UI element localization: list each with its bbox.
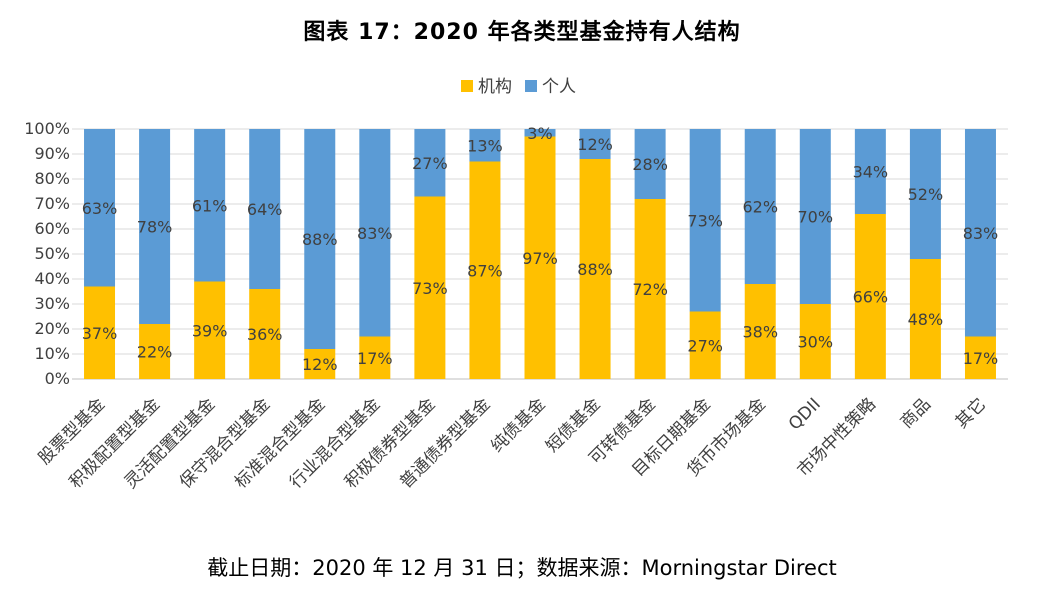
data-label: 27% — [687, 336, 723, 355]
data-label: 3% — [527, 124, 552, 143]
y-tick-label: 10% — [34, 344, 70, 363]
data-label: 61% — [192, 196, 228, 215]
y-tick-label: 100% — [24, 119, 70, 138]
bar-segment-institution — [84, 286, 116, 379]
x-category-label: 其它 — [952, 394, 990, 432]
y-tick-label: 80% — [34, 169, 70, 188]
bar-segment-individual — [359, 129, 391, 337]
y-tick-label: 50% — [34, 244, 70, 263]
legend-label: 机构 — [478, 77, 512, 97]
bar-segment-individual — [139, 129, 171, 324]
data-label: 30% — [798, 333, 834, 352]
data-label: 87% — [467, 261, 503, 280]
bar-segment-institution — [139, 324, 171, 379]
legend-label: 个人 — [542, 77, 576, 97]
bar-segment-institution — [964, 336, 996, 379]
data-label: 28% — [632, 155, 668, 174]
bar-segment-institution — [359, 336, 391, 379]
bar-segment-institution — [304, 349, 336, 379]
bar-segment-institution — [744, 284, 776, 379]
data-labels: 37% 63% 22% 78% 39% 61% 36% 64% 12% 88% 17% 83% 73% 2… — [82, 124, 999, 374]
data-label: 13% — [467, 136, 503, 155]
bar-segment-individual — [84, 129, 116, 287]
data-label: 39% — [192, 321, 228, 340]
data-label: 17% — [963, 349, 999, 368]
data-label: 62% — [742, 198, 778, 217]
bar-segment-individual — [799, 129, 831, 304]
data-label: 97% — [522, 249, 558, 268]
bar-segment-institution — [854, 214, 886, 379]
legend-swatch — [525, 80, 537, 92]
x-category-label: 纯债基金 — [487, 394, 549, 456]
bar-segment-individual — [414, 129, 446, 197]
x-category-label: 商品 — [897, 394, 935, 432]
y-tick-label: 90% — [34, 144, 70, 163]
data-label: 12% — [302, 355, 338, 374]
legend-swatch — [461, 80, 473, 92]
bar-segment-institution — [579, 159, 611, 379]
bar-segment-individual — [634, 129, 666, 199]
chart-title: 图表 17：2020 年各类型基金持有人结构 — [303, 20, 741, 45]
bar-segment-individual — [579, 129, 611, 159]
data-label: 36% — [247, 325, 283, 344]
bar-segment-individual — [909, 129, 941, 259]
data-label: 73% — [687, 211, 723, 230]
bar-segment-individual — [744, 129, 776, 284]
data-label: 70% — [798, 208, 834, 227]
y-tick-label: 70% — [34, 194, 70, 213]
data-label: 34% — [853, 163, 889, 182]
bar-segment-institution — [194, 281, 226, 379]
data-label: 83% — [357, 224, 393, 243]
x-axis: 股票型基金积极配置型基金灵活配置型基金保守混合型基金标准混合型基金行业混合型基金… — [35, 394, 990, 492]
y-tick-label: 20% — [34, 319, 70, 338]
data-label: 72% — [632, 280, 668, 299]
data-label: 63% — [82, 199, 118, 218]
bar-segment-individual — [854, 129, 886, 214]
bar-segment-institution — [469, 161, 501, 379]
source-footnote: 截止日期：2020 年 12 月 31 日；数据来源：Morningstar D… — [207, 556, 837, 580]
bar-segment-institution — [909, 259, 941, 379]
data-label: 12% — [577, 135, 613, 154]
bar-segment-institution — [799, 304, 831, 379]
data-label: 48% — [908, 310, 944, 329]
data-label: 83% — [963, 224, 999, 243]
data-label: 38% — [742, 323, 778, 342]
data-label: 73% — [412, 279, 448, 298]
bar-segment-individual — [194, 129, 226, 282]
data-label: 88% — [302, 230, 338, 249]
y-axis: 0% 10% 20% 30% 40% 50% 60% 70% 80% 90% 100% — [24, 119, 70, 388]
x-category-label: QDII — [785, 394, 825, 434]
bar-segment-individual — [249, 129, 281, 289]
y-tick-label: 60% — [34, 219, 70, 238]
data-label: 64% — [247, 200, 283, 219]
bars — [84, 129, 996, 379]
data-label: 66% — [853, 288, 889, 307]
bar-segment-institution — [249, 289, 281, 379]
legend: 机构 个人 — [461, 77, 576, 97]
data-label: 22% — [137, 343, 173, 362]
bar-segment-individual — [689, 129, 721, 312]
data-label: 37% — [82, 324, 118, 343]
bar-segment-individual — [469, 129, 501, 162]
y-tick-label: 0% — [45, 369, 70, 388]
data-label: 27% — [412, 154, 448, 173]
data-label: 52% — [908, 185, 944, 204]
y-tick-label: 40% — [34, 269, 70, 288]
y-tick-label: 30% — [34, 294, 70, 313]
data-label: 17% — [357, 349, 393, 368]
data-label: 78% — [137, 218, 173, 237]
bar-segment-institution — [414, 196, 446, 379]
data-label: 88% — [577, 260, 613, 279]
bar-segment-institution — [689, 311, 721, 379]
bar-segment-institution — [634, 199, 666, 379]
bar-segment-individual — [304, 129, 336, 349]
bar-segment-individual — [964, 129, 996, 337]
bar-segment-institution — [524, 136, 556, 379]
bar-segment-individual — [524, 129, 556, 137]
